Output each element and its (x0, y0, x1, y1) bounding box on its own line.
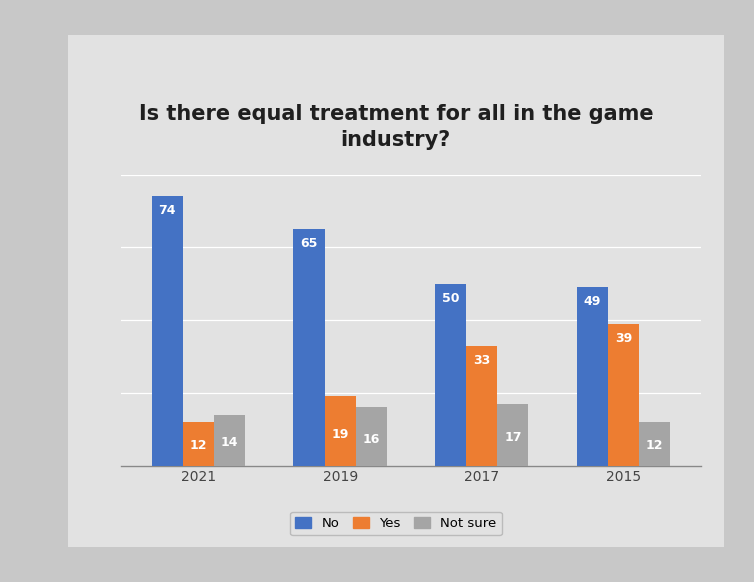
Bar (608, 324, 639, 466)
Text: 65: 65 (300, 237, 317, 250)
Bar (214, 414, 245, 466)
Text: 12: 12 (190, 439, 207, 452)
Bar (639, 422, 670, 466)
Bar (183, 422, 214, 466)
Text: 19: 19 (332, 428, 349, 441)
Text: Is there equal treatment for all in the game
industry?: Is there equal treatment for all in the … (139, 104, 653, 150)
Bar (435, 284, 466, 466)
Legend: No, Yes, Not sure: No, Yes, Not sure (290, 512, 501, 535)
Text: 33: 33 (473, 354, 490, 367)
Bar (152, 196, 183, 466)
Bar (324, 396, 356, 466)
Text: 49: 49 (584, 296, 601, 308)
Bar (356, 407, 387, 466)
Text: 50: 50 (442, 292, 459, 305)
Text: 14: 14 (221, 436, 238, 449)
Text: 12: 12 (645, 439, 664, 452)
Text: 39: 39 (615, 332, 632, 345)
Bar (466, 346, 498, 466)
Text: 17: 17 (504, 431, 522, 444)
Bar (577, 288, 608, 466)
Bar (498, 404, 529, 466)
Text: 16: 16 (363, 433, 380, 446)
Text: 74: 74 (158, 204, 176, 218)
Bar (293, 229, 324, 466)
